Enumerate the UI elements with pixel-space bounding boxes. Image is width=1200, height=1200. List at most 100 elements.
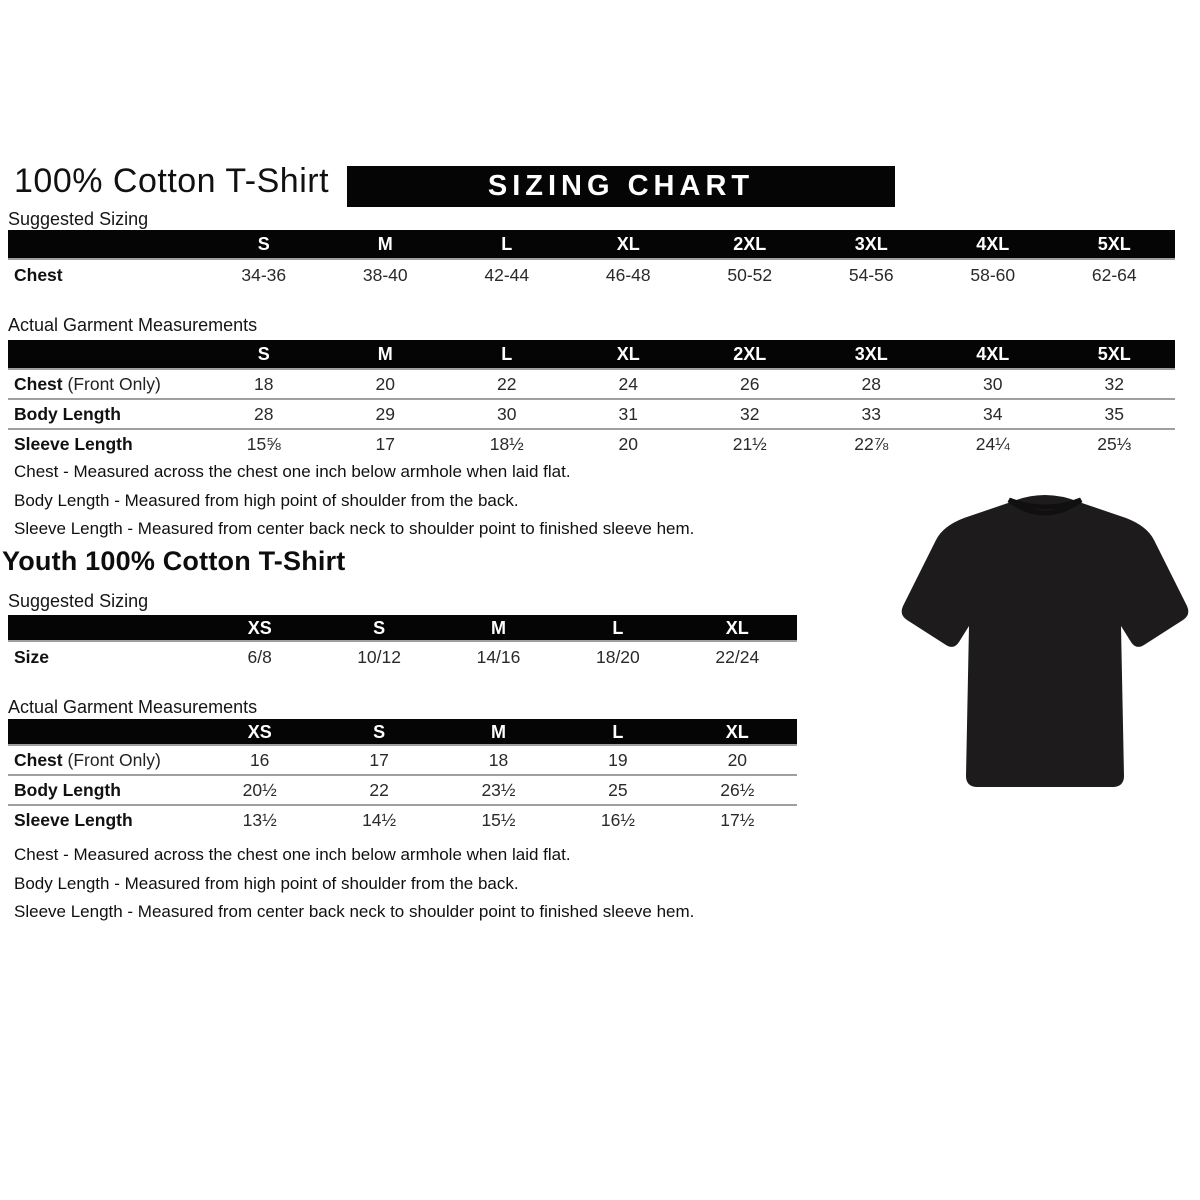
table-row: Body Length 28 29 30 31 32 33 34 35 <box>8 398 1175 428</box>
size-value-cell: 17 <box>375 433 395 454</box>
size-value-cell: 22 <box>497 373 517 394</box>
row-label-suffix: (Front Only) <box>62 373 161 394</box>
size-column-header: 2XL <box>733 234 767 254</box>
size-column-header: 4XL <box>976 344 1010 364</box>
table-row: Chest (Front Only) 18 20 22 24 26 28 30 32 <box>8 368 1175 398</box>
row-label: Sleeve Length <box>8 810 200 831</box>
size-value-cell: 18 <box>254 373 274 394</box>
size-value-cell: 20½ <box>242 779 277 800</box>
size-value-cell: 21½ <box>732 433 767 454</box>
size-column-header: L <box>612 721 624 742</box>
size-column-header: 4XL <box>976 234 1010 254</box>
size-value-cell: 20 <box>375 373 395 394</box>
size-value-cell: 35 <box>1104 403 1124 424</box>
size-value-cell: 50-52 <box>727 264 773 285</box>
size-value-cell: 34-36 <box>241 264 287 285</box>
size-value-cell: 15⅝ <box>246 433 281 454</box>
row-label-main: Chest <box>14 373 63 394</box>
row-label-main: Sleeve Length <box>14 433 133 454</box>
tshirt-svg <box>901 495 1189 787</box>
row-label-main: Body Length <box>14 403 121 424</box>
size-column-header: XL <box>616 344 640 364</box>
size-value-cell: 26½ <box>720 779 755 800</box>
youth-suggested-sizing-table: XS S M L XL Size 6/8 10/12 14/16 18/20 22/24 <box>8 615 797 672</box>
size-value-cell: 20 <box>618 433 638 454</box>
size-value-cell: 38-40 <box>362 264 408 285</box>
size-column-header: 5XL <box>1097 234 1131 254</box>
size-column-header: 3XL <box>854 234 888 254</box>
row-label: Body Length <box>8 404 203 425</box>
size-header-bar: XS S M L XL <box>8 615 797 640</box>
row-label: Chest <box>8 265 203 286</box>
size-value-cell: 30 <box>497 403 517 424</box>
size-value-cell: 32 <box>740 403 760 424</box>
size-value-cell: 18½ <box>489 433 524 454</box>
size-column-header: XL <box>616 234 640 254</box>
size-value-cell: 25 <box>608 779 628 800</box>
size-value-cell: 58-60 <box>970 264 1016 285</box>
size-column-header: 3XL <box>854 344 888 364</box>
youth-garment-measurements-label: Actual Garment Measurements <box>8 697 258 717</box>
youth-measurement-notes: Chest - Measured across the chest one in… <box>14 841 694 927</box>
size-value-cell: 62-64 <box>1091 264 1137 285</box>
size-value-cell: 19 <box>608 749 628 770</box>
measurement-note: Chest - Measured across the chest one in… <box>14 462 571 481</box>
table-row: Chest 34-36 38-40 42-44 46-48 50-52 54-56 58-60… <box>8 258 1175 290</box>
row-label-main: Chest <box>14 749 63 770</box>
page-title: 100% Cotton T-Shirt <box>14 162 330 200</box>
size-value-cell: 28 <box>254 403 274 424</box>
measurement-note: Body Length - Measured from high point o… <box>14 490 519 510</box>
size-value-cell: 42-44 <box>484 264 530 285</box>
size-column-header: XL <box>725 617 749 638</box>
adult-suggested-sizing-table: S M L XL 2XL 3XL 4XL 5XL Chest 34-36 38-40 42-44 46-… <box>8 230 1175 290</box>
size-column-header: L <box>501 234 513 254</box>
table-row: Chest (Front Only) 16 17 18 19 20 <box>8 744 797 774</box>
size-column-header: S <box>373 721 386 742</box>
size-column-header: M <box>377 234 393 254</box>
size-column-header: XS <box>247 617 272 638</box>
size-value-cell: 10/12 <box>357 646 401 667</box>
measurement-note: Sleeve Length - Measured from center bac… <box>14 519 695 538</box>
size-value-cell: 14½ <box>362 809 397 830</box>
row-label: Body Length <box>8 780 200 801</box>
adult-suggested-sizing-label: Suggested Sizing <box>8 209 149 229</box>
size-value-cell: 30 <box>983 373 1003 394</box>
size-value-cell: 32 <box>1104 373 1124 394</box>
size-value-cell: 24¼ <box>975 433 1010 454</box>
tshirt-image <box>895 478 1195 812</box>
measurement-note: Body Length - Measured from high point o… <box>14 873 519 893</box>
size-value-cell: 18 <box>488 749 509 770</box>
size-value-cell: 46-48 <box>605 264 651 285</box>
size-value-cell: 25⅓ <box>1097 433 1132 454</box>
size-value-cell: 28 <box>861 373 881 394</box>
size-value-cell: 26 <box>740 373 760 394</box>
size-column-header: L <box>501 344 513 364</box>
size-value-cell: 16½ <box>600 809 635 830</box>
size-value-cell: 17½ <box>720 809 755 830</box>
size-column-header: M <box>490 721 506 742</box>
row-label-main: Chest <box>14 264 63 285</box>
table-row: Sleeve Length 15⅝ 17 18½ 20 21½ 22⅞ 24¼ 25⅓ <box>8 428 1175 458</box>
size-value-cell: 23½ <box>481 779 516 800</box>
youth-suggested-sizing-label: Suggested Sizing <box>8 591 149 611</box>
size-value-cell: 22/24 <box>715 646 760 667</box>
size-value-cell: 18/20 <box>595 646 640 667</box>
tshirt-body-path <box>901 495 1189 787</box>
row-label-main: Body Length <box>14 779 121 800</box>
size-value-cell: 15½ <box>481 809 516 830</box>
size-column-header: L <box>612 617 624 638</box>
row-label-main: Sleeve Length <box>14 809 133 830</box>
tshirt-collar-path <box>1007 497 1083 516</box>
size-value-cell: 34 <box>983 403 1003 424</box>
size-value-cell: 22 <box>369 779 389 800</box>
row-label-main: Size <box>14 646 50 667</box>
sizing-chart-banner: SIZING CHART <box>347 166 895 207</box>
size-value-cell: 22⅞ <box>854 433 889 454</box>
size-value-cell: 6/8 <box>247 646 272 667</box>
table-row: Body Length 20½ 22 23½ 25 26½ <box>8 774 797 804</box>
size-header-bar: S M L XL 2XL 3XL 4XL 5XL <box>8 340 1175 368</box>
adult-measurement-notes: Chest - Measured across the chest one in… <box>14 458 694 544</box>
size-value-cell: 14/16 <box>476 646 521 667</box>
size-value-cell: 13½ <box>242 809 277 830</box>
size-value-cell: 20 <box>727 749 748 770</box>
